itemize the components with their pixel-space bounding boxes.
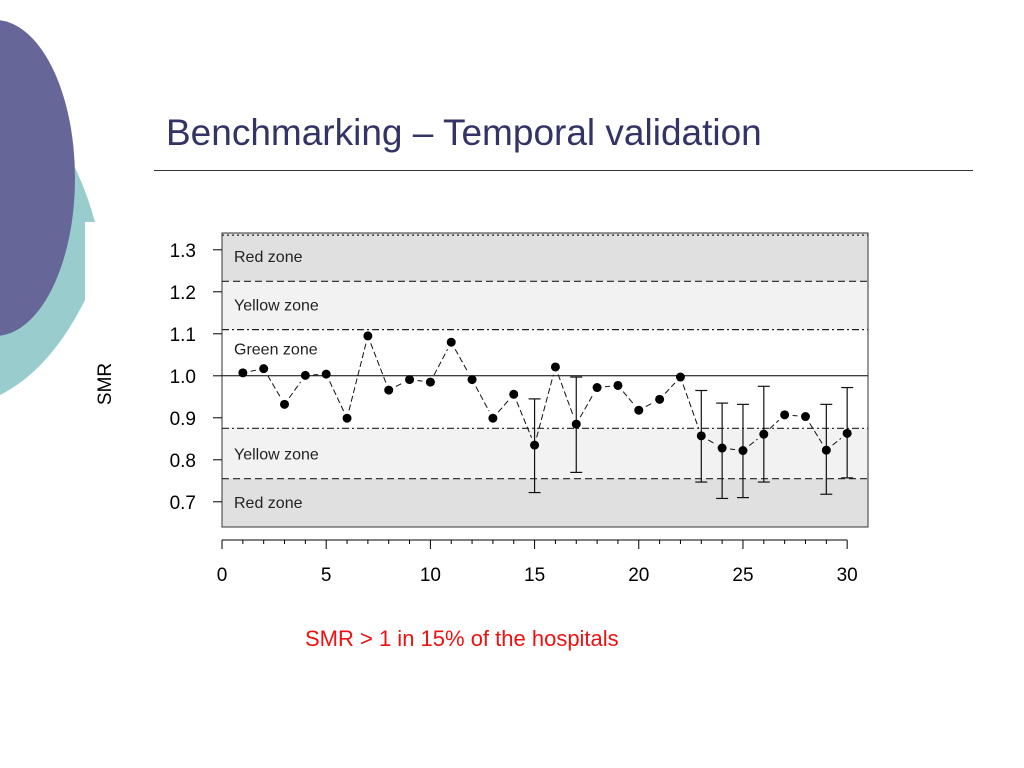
data-point <box>384 385 394 395</box>
y-tick-label: 0.8 <box>170 451 196 472</box>
data-point <box>717 443 727 453</box>
x-tick-label: 5 <box>321 565 332 586</box>
connector-segment <box>536 374 554 438</box>
connector-segment <box>622 391 635 405</box>
data-point <box>259 364 269 374</box>
zone-band <box>222 329 868 429</box>
decor-circle <box>0 20 75 336</box>
connector-segment <box>579 394 594 418</box>
data-point <box>738 446 748 456</box>
connector-segment <box>288 381 302 399</box>
data-point <box>321 369 331 379</box>
x-tick-label: 15 <box>524 565 545 586</box>
connector-segment <box>454 348 469 373</box>
data-point <box>550 362 560 372</box>
data-point <box>238 368 248 378</box>
connector-segment <box>809 423 823 444</box>
caption-text: SMR > 1 in 15% of the hospitals <box>305 626 619 651</box>
data-point <box>821 445 831 455</box>
connector-segment <box>348 343 367 411</box>
data-point <box>780 410 790 420</box>
connector-segment <box>664 382 676 394</box>
connector-segment <box>417 380 423 382</box>
data-point <box>342 413 352 423</box>
data-point <box>488 413 498 423</box>
connector-segment <box>497 399 509 413</box>
zone-labels: Red zone Yellow zone Green zone Yellow zone… <box>234 249 319 512</box>
y-tick-label: 1.3 <box>170 241 196 262</box>
connector-segment <box>730 448 736 451</box>
data-point <box>425 377 435 387</box>
y-tick-label: 1.1 <box>170 325 196 346</box>
connector-segment <box>832 437 842 446</box>
data-point <box>842 428 852 438</box>
data-point <box>300 370 310 380</box>
y-tick-label: 1.0 <box>170 367 196 388</box>
data-point <box>467 375 477 385</box>
data-point <box>363 331 373 341</box>
data-point <box>509 389 519 399</box>
slide-title: Benchmarking – Temporal validation <box>166 112 762 153</box>
connector-segment <box>433 349 448 376</box>
zone-label: Red zone <box>234 495 303 512</box>
zone-band <box>222 478 868 527</box>
zone-band <box>222 428 868 479</box>
data-point <box>696 431 706 441</box>
connector-segment <box>250 369 256 372</box>
x-tick-label: 0 <box>217 565 228 586</box>
data-point <box>655 394 665 404</box>
connector-segment <box>370 343 387 383</box>
data-point <box>800 412 810 422</box>
x-tick-label: 30 <box>837 565 858 586</box>
data-point <box>613 380 623 390</box>
connector-lines <box>250 343 842 451</box>
connector-segment <box>682 384 700 429</box>
connector-segment <box>516 401 533 438</box>
zone-label: Green zone <box>234 342 318 359</box>
data-point <box>280 399 290 409</box>
title-divider <box>154 170 973 171</box>
x-tick-label: 25 <box>732 565 753 586</box>
slide-decoration <box>0 20 95 395</box>
zone-boundaries <box>222 234 868 480</box>
data-point <box>675 372 685 382</box>
connector-segment <box>329 381 345 412</box>
data-point <box>634 405 644 415</box>
x-tick-label: 10 <box>420 565 441 586</box>
connector-segment <box>769 419 780 430</box>
zone-label: Yellow zone <box>234 297 319 314</box>
connector-segment <box>557 374 574 417</box>
data-point <box>592 383 602 393</box>
zone-label: Red zone <box>234 249 303 266</box>
connector-segment <box>748 438 758 447</box>
y-tick-label: 0.7 <box>170 493 196 514</box>
connector-segment <box>395 382 403 387</box>
x-tick-label: 20 <box>628 565 649 586</box>
data-point <box>759 429 769 439</box>
data-point <box>571 419 581 429</box>
plot-frame <box>221 232 869 528</box>
connector-segment <box>475 386 490 412</box>
connector-segment <box>267 375 281 398</box>
x-axis: 0 5 10 15 20 25 30 <box>217 539 858 586</box>
data-point <box>530 440 540 450</box>
data-point <box>405 375 415 385</box>
y-tick-label: 1.2 <box>170 283 196 304</box>
zone-band <box>222 233 868 282</box>
y-axis: 0.7 0.8 0.9 1.0 1.1 1.2 1.3 <box>170 241 222 514</box>
zone-label: Yellow zone <box>234 447 319 464</box>
data-point <box>446 337 456 347</box>
y-axis-label: SMR <box>95 363 116 405</box>
data-points <box>238 331 852 456</box>
connector-segment <box>707 439 716 445</box>
y-tick-label: 0.9 <box>170 409 196 430</box>
connector-segment <box>645 402 653 407</box>
zone-bands <box>222 233 868 527</box>
zone-band <box>222 281 868 330</box>
